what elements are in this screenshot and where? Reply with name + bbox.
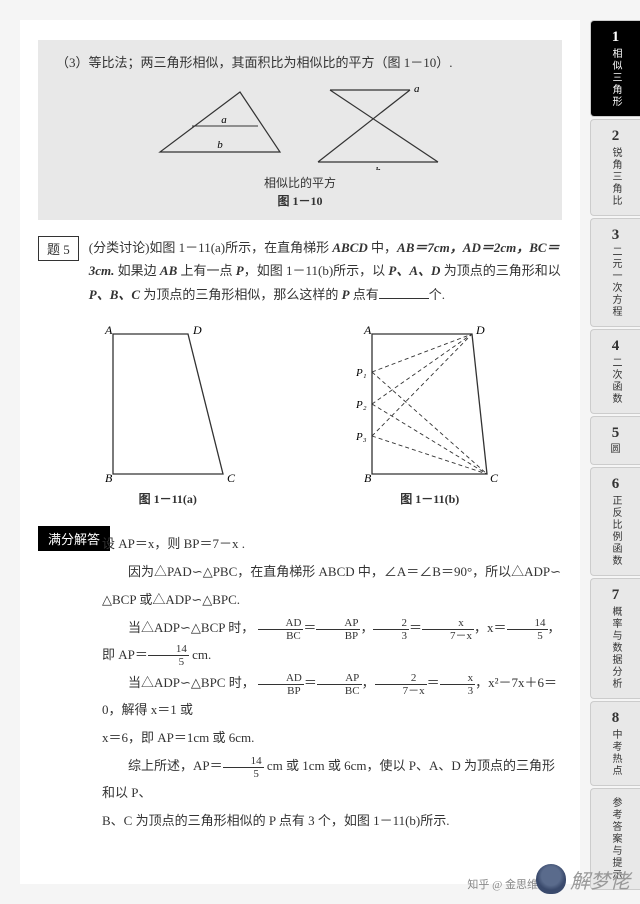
fig-1-11b: A D B C P₁ P₂ P₃ 图 1－11(b) (352, 324, 507, 508)
tab-7[interactable]: 7 概率与数据分析 (590, 578, 640, 699)
fig-hourglass: a b (310, 82, 450, 170)
svg-text:D: D (192, 324, 202, 337)
intro-box: （3）等比法；两三角形相似，其面积比为相似比的平方（图 1－10）. a b a… (38, 40, 562, 220)
fig-1-11a: A D B C 图 1－11(a) (93, 324, 243, 508)
svg-text:b: b (217, 139, 223, 151)
svg-text:a: a (221, 114, 227, 126)
tab-4[interactable]: 4 二次函数 (590, 329, 640, 414)
tab-3[interactable]: 3 二元一次方程 (590, 218, 640, 327)
question-row: 题 5 (分类讨论)如图 1－11(a)所示，在直角梯形 ABCD 中，AB＝7… (38, 236, 562, 306)
svg-text:B: B (364, 471, 372, 484)
tab-5[interactable]: 5 圆 (590, 416, 640, 465)
tab-2[interactable]: 2 锐角三角比 (590, 119, 640, 216)
intro-caption: 相似比的平方 图 1－10 (56, 174, 544, 210)
svg-text:P₁: P₁ (355, 367, 367, 379)
fig-triangle-inner: a b (150, 82, 290, 162)
tab-8[interactable]: 8 中考热点 (590, 701, 640, 786)
svg-text:P₃: P₃ (355, 431, 367, 443)
svg-text:C: C (227, 471, 236, 484)
answer-section: 满分解答 设 AP＝x，则 BP＝7－x . 因为△PAD∽△PBC，在直角梯形… (38, 516, 562, 833)
svg-text:B: B (105, 471, 113, 484)
tab-6[interactable]: 6 正反比例函数 (590, 467, 640, 576)
question-body: (分类讨论)如图 1－11(a)所示，在直角梯形 ABCD 中，AB＝7cm，A… (89, 236, 562, 306)
page-content: （3）等比法；两三角形相似，其面积比为相似比的平方（图 1－10）. a b a… (20, 20, 580, 884)
question-tag: 题 5 (38, 236, 79, 261)
fill-blank (379, 285, 429, 299)
svg-text:P₂: P₂ (355, 399, 367, 411)
svg-text:A: A (363, 324, 372, 337)
answer-tag: 满分解答 (38, 526, 110, 551)
svg-text:C: C (490, 471, 499, 484)
watermark: 解梦佬 (536, 864, 630, 894)
svg-text:A: A (104, 324, 113, 337)
tab-1[interactable]: 1 相似三角形 (590, 20, 640, 117)
intro-text: （3）等比法；两三角形相似，其面积比为相似比的平方（图 1－10）. (56, 52, 544, 74)
intro-figures: a b a b (56, 82, 544, 170)
svg-text:a: a (414, 83, 420, 95)
side-tabs: 1 相似三角形 2 锐角三角比 3 二元一次方程 4 二次函数 5 圆 6 正反… (590, 20, 640, 892)
svg-text:D: D (475, 324, 485, 337)
svg-text:b: b (375, 165, 381, 170)
question-figures: A D B C 图 1－11(a) A D B C P₁ (38, 324, 562, 508)
watermark-icon (536, 864, 566, 894)
answer-body: 设 AP＝x，则 BP＝7－x . 因为△PAD∽△PBC，在直角梯形 ABCD… (102, 531, 562, 833)
